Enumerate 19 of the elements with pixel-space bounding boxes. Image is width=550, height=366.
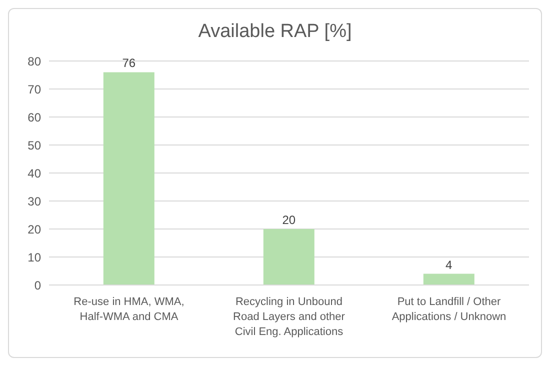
y-tick-label: 80: [28, 54, 42, 68]
data-label: 4: [446, 258, 453, 272]
y-tick-label: 20: [28, 222, 42, 236]
y-tick-label: 0: [34, 278, 42, 292]
x-tick-label: Recycling in Unbound Road Layers and other Civil Eng. Applications: [233, 296, 346, 338]
y-tick-label: 70: [28, 82, 42, 96]
y-tick-label: 30: [28, 194, 42, 208]
x-tick-label: Re-use in HMA, WMA, Half-WMA and CMA: [74, 296, 184, 323]
y-tick-label: 50: [28, 138, 42, 152]
data-label: 76: [122, 56, 136, 70]
bar: [103, 72, 154, 285]
y-tick-label: 40: [28, 166, 42, 180]
y-tick-label: 10: [28, 250, 42, 264]
x-tick-label: Put to Landfill / Other Applications / Unknown: [392, 296, 506, 323]
data-label: 20: [282, 213, 296, 227]
bar: [263, 229, 314, 285]
chart-title: Available RAP [%]: [197, 21, 353, 43]
y-tick-label: 60: [28, 110, 42, 124]
bar: [423, 274, 474, 285]
